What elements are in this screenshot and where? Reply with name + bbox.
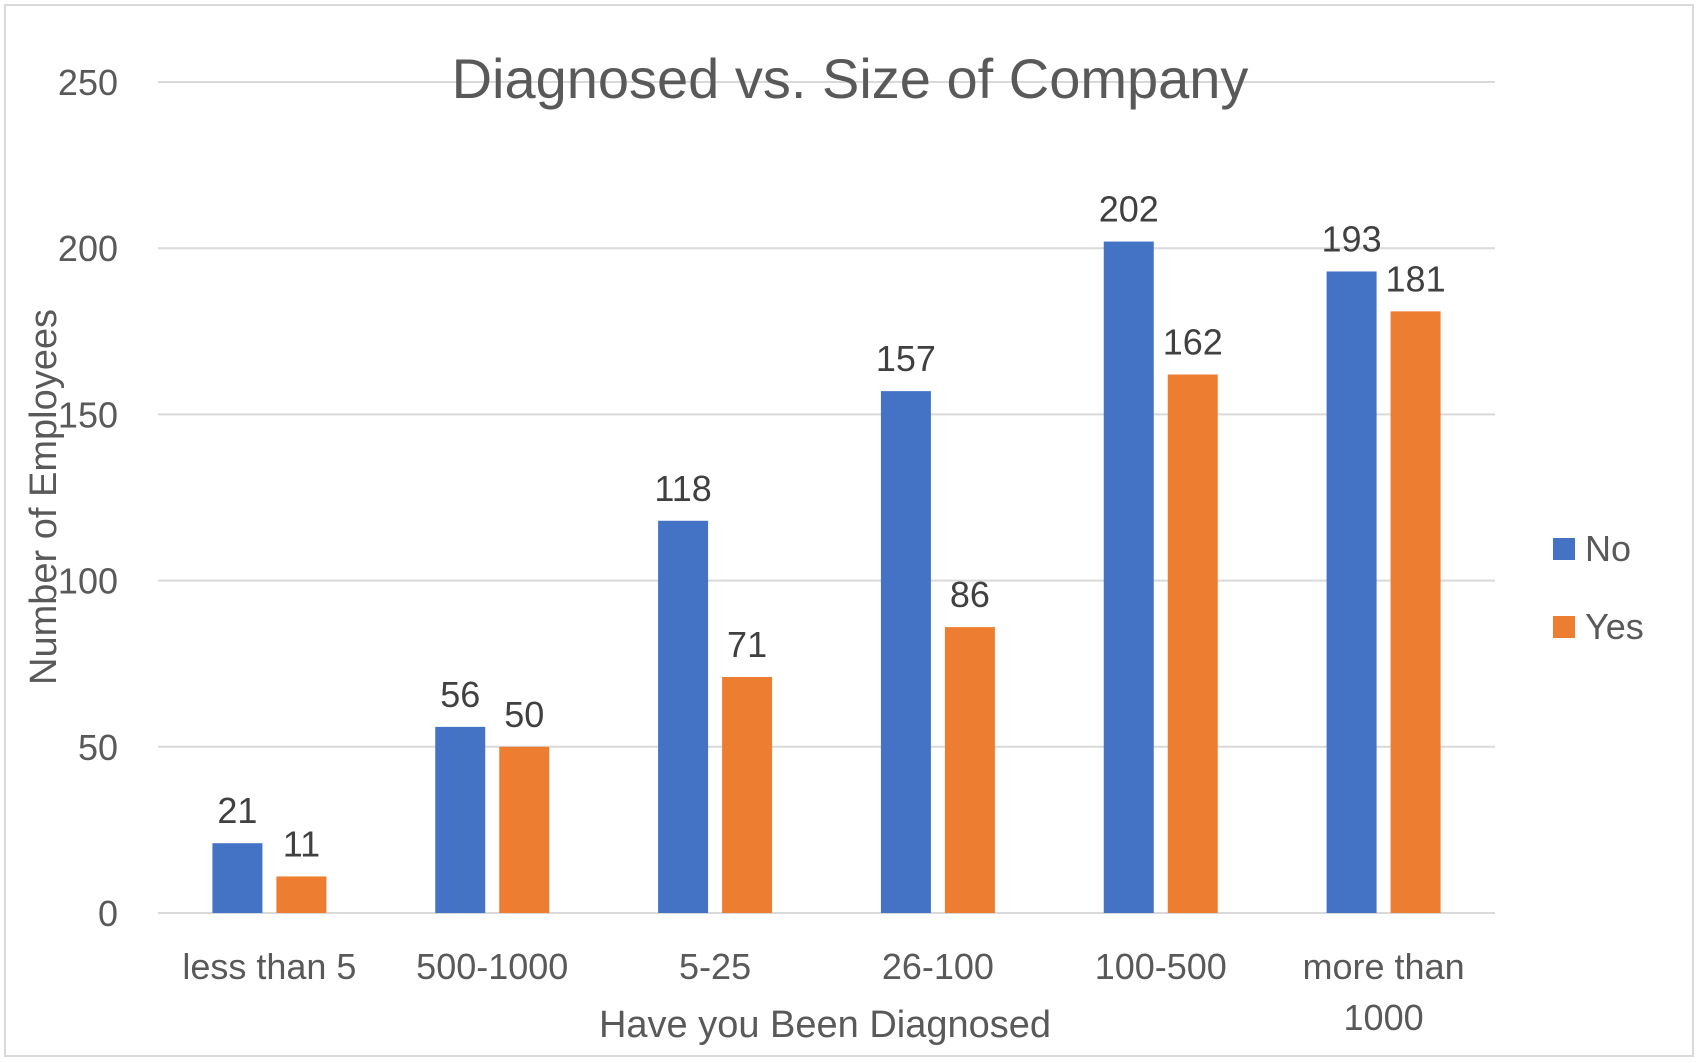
x-tick-label: less than 5 <box>182 946 356 987</box>
y-tick-label: 250 <box>58 62 118 103</box>
data-label: 21 <box>217 790 257 831</box>
data-label: 86 <box>950 574 990 615</box>
x-tick-label: 5-25 <box>679 946 751 987</box>
y-axis-ticks: 0 50 100 150 200 250 <box>58 62 118 934</box>
legend-swatch-yes <box>1553 616 1575 638</box>
x-tick-label: more than <box>1303 946 1465 987</box>
x-tick-label: 1000 <box>1344 997 1424 1038</box>
data-label: 71 <box>727 624 767 665</box>
data-label: 157 <box>876 338 936 379</box>
data-label: 193 <box>1322 218 1382 259</box>
bar-no <box>212 843 263 913</box>
bar-no <box>1326 271 1377 913</box>
bar-yes <box>276 876 327 913</box>
x-axis-ticks: less than 5 500-1000 5-25 26-100 100-500 more… <box>182 946 1464 1038</box>
bar-no <box>658 520 709 913</box>
data-label: 56 <box>440 674 480 715</box>
legend-swatch-no <box>1553 538 1575 560</box>
data-label: 181 <box>1386 258 1446 299</box>
y-tick-label: 50 <box>78 727 118 768</box>
legend-label-yes: Yes <box>1585 606 1644 647</box>
y-tick-label: 0 <box>98 893 118 934</box>
bar-no <box>880 391 931 914</box>
y-tick-label: 150 <box>58 394 118 435</box>
x-tick-label: 26-100 <box>882 946 994 987</box>
data-label: 162 <box>1163 322 1223 363</box>
data-label: 11 <box>283 823 320 864</box>
bar-yes <box>1167 374 1218 914</box>
chart-title: Diagnosed vs. Size of Company <box>452 47 1249 110</box>
bars <box>212 241 1441 914</box>
bar-yes <box>1390 311 1441 914</box>
bar-yes <box>722 676 773 913</box>
y-tick-label: 200 <box>58 228 118 269</box>
bar-yes <box>944 627 995 913</box>
x-tick-label: 100-500 <box>1095 946 1227 987</box>
bar-yes <box>499 746 550 913</box>
legend-label-no: No <box>1585 528 1631 569</box>
y-tick-label: 100 <box>58 561 118 602</box>
bar-no <box>435 726 486 913</box>
y-axis-title: Number of Employees <box>23 309 65 685</box>
x-tick-label: 500-1000 <box>416 946 568 987</box>
data-label: 202 <box>1099 189 1159 230</box>
data-label: 50 <box>504 694 544 735</box>
gridlines <box>158 81 1495 914</box>
bar-no <box>1103 241 1154 913</box>
x-axis-title: Have you Been Diagnosed <box>599 1004 1051 1046</box>
legend: No Yes <box>1553 528 1644 647</box>
data-label: 118 <box>654 468 711 509</box>
